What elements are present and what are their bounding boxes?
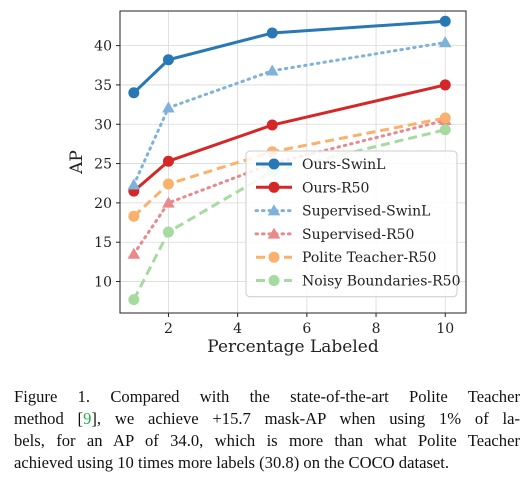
data-point	[265, 64, 279, 76]
y-axis-label: AP	[67, 150, 87, 175]
y-tick-label: 15	[94, 235, 112, 251]
x-tick-label: 2	[164, 321, 173, 337]
legend-label: Ours-SwinL	[302, 157, 385, 173]
series-line	[132, 40, 447, 187]
legend-label: Supervised-SwinL	[302, 204, 430, 220]
data-point	[128, 87, 140, 99]
data-point	[439, 79, 451, 91]
data-point	[127, 247, 141, 259]
series-line	[132, 83, 446, 193]
data-point	[266, 27, 278, 39]
x-axis-label: Percentage Labeled	[207, 337, 379, 357]
data-point	[128, 294, 140, 306]
x-tick-label: 4	[233, 321, 242, 337]
data-point	[162, 226, 174, 238]
legend-marker	[268, 181, 280, 193]
y-tick-label: 20	[94, 196, 112, 212]
data-point	[162, 54, 174, 66]
data-point	[162, 101, 175, 113]
legend-label: Supervised-R50	[302, 227, 414, 243]
y-tick-label: 10	[94, 275, 112, 291]
legend-marker	[268, 158, 280, 170]
line-chart: 2 4 6 8 10 10 15 20 25 30 35 40 Percentage Labeled AP…	[67, 10, 467, 357]
legend-marker	[268, 275, 280, 286]
data-point	[439, 112, 451, 124]
data-point	[266, 119, 278, 131]
legend-label: Polite Teacher-R50	[302, 250, 436, 266]
caption-line-2-start: method [	[14, 409, 84, 428]
legend-label: Noisy Boundaries-R50	[302, 274, 460, 290]
caption-line-1: Figure 1. Compared with the state-of-the…	[14, 387, 520, 406]
figure-caption: Figure 1. Compared with the state-of-the…	[14, 386, 520, 474]
series-line	[132, 116, 446, 218]
y-tick-label: 40	[94, 39, 112, 55]
data-point	[438, 36, 452, 48]
caption-line-4: achieved using 10 times more labels (30.…	[14, 453, 450, 472]
caption-line-2-end: ], we achieve +15.7 mask-AP when using 1…	[91, 409, 520, 428]
chart-figure: 2 4 6 8 10 10 15 20 25 30 35 40 Percentage Labeled AP…	[67, 10, 467, 357]
data-point	[162, 178, 174, 190]
y-tick-label: 35	[94, 78, 112, 94]
series-line	[132, 118, 447, 256]
data-point	[162, 196, 175, 208]
data-point	[439, 15, 451, 27]
legend-marker	[267, 204, 281, 216]
x-tick-label: 10	[436, 321, 454, 337]
citation-link[interactable]: 9	[83, 409, 92, 428]
x-tick-label: 6	[302, 321, 311, 337]
data-point	[128, 210, 140, 222]
data-point	[162, 155, 174, 167]
data-point	[127, 178, 141, 190]
caption-line-2: method [9], we achieve +15.7 mask-AP whe…	[14, 408, 520, 430]
legend-marker	[268, 251, 280, 263]
series-line	[132, 19, 446, 94]
legend-box	[245, 150, 458, 298]
data-point	[439, 124, 451, 136]
legend-label: Ours-R50	[302, 180, 369, 196]
plot-frame	[119, 10, 467, 314]
x-tick-label: 8	[372, 321, 381, 337]
legend-marker	[267, 227, 281, 239]
y-tick-label: 30	[94, 117, 112, 133]
caption-line-3: bels, for an AP of 34.0, which is more t…	[14, 431, 520, 450]
y-tick-label: 25	[94, 157, 112, 173]
